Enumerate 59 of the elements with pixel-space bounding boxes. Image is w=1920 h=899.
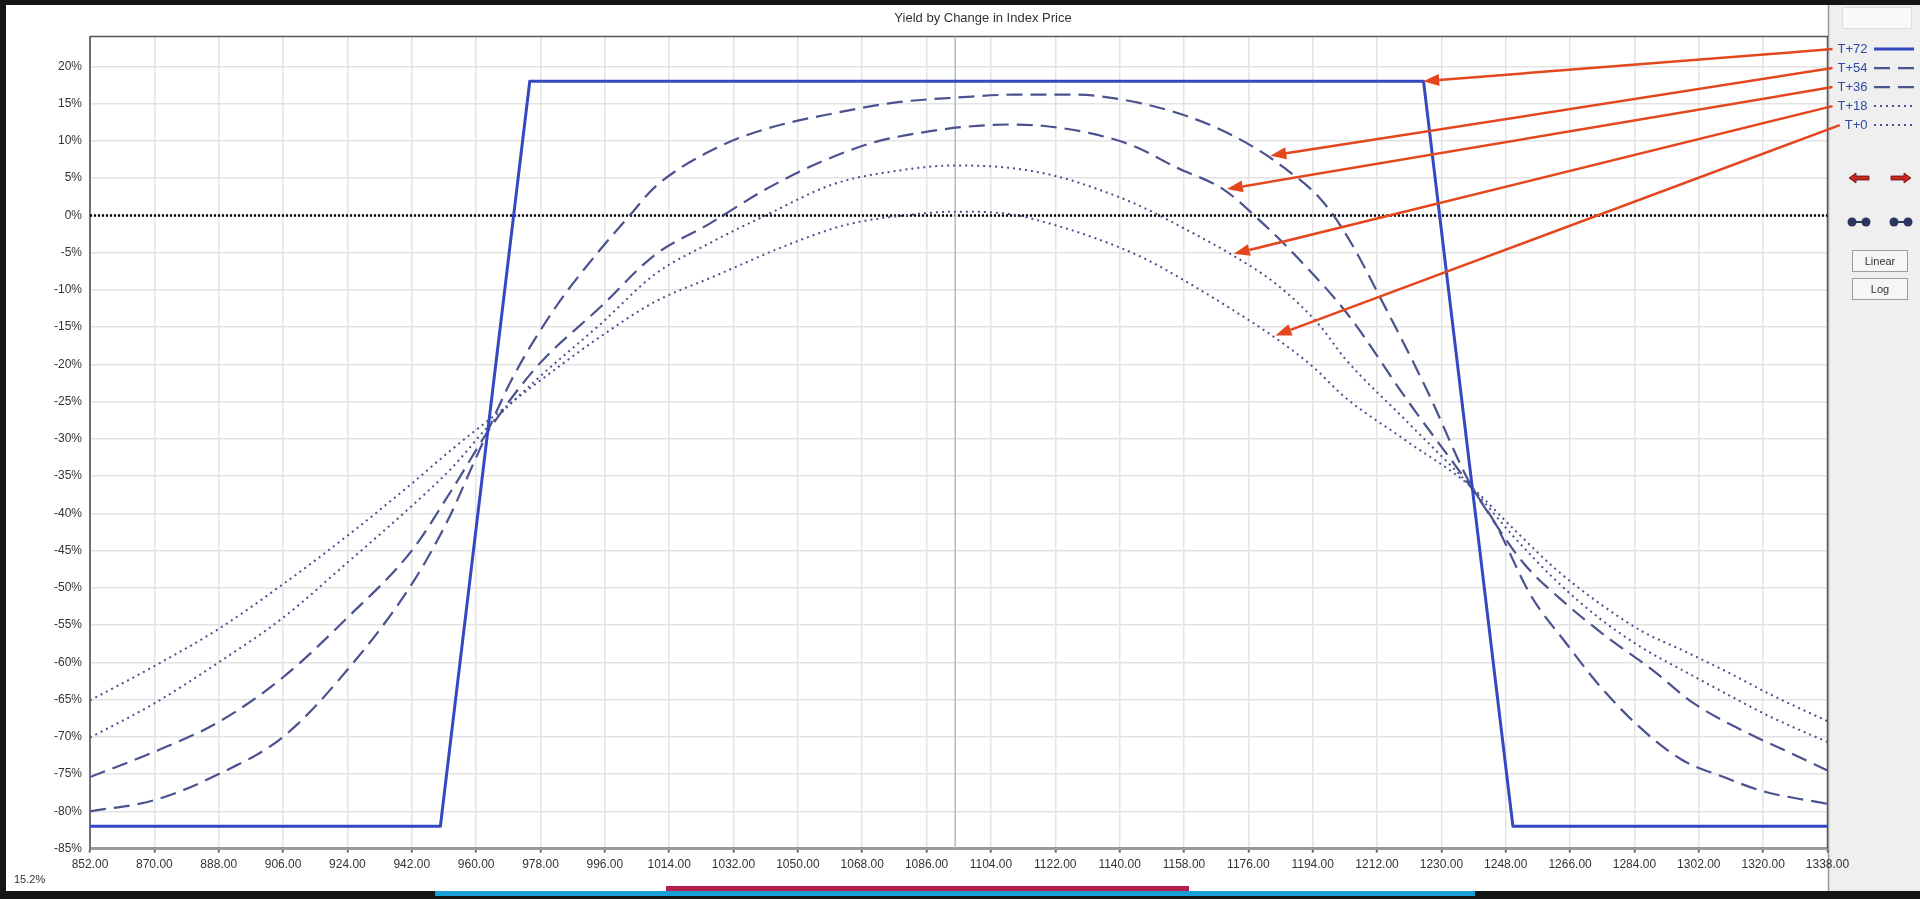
x-tick-label: 1194.00 <box>1291 857 1335 872</box>
y-tick-label: -80% <box>54 803 83 818</box>
y-tick-label: -55% <box>54 617 83 632</box>
y-tick-label: -30% <box>54 431 83 446</box>
x-tick-label: 1068.00 <box>840 857 885 872</box>
x-tick-label: 1302.00 <box>1677 857 1721 872</box>
legend-label: T+0 <box>1844 116 1868 132</box>
x-tick-label: 1284.00 <box>1612 857 1657 872</box>
x-tick-label: 1104.00 <box>969 857 1013 872</box>
x-tick-label: 1122.00 <box>1034 857 1077 872</box>
x-tick-label: 996.00 <box>586 857 624 872</box>
y-tick-label: -85% <box>54 840 83 855</box>
y-tick-label: -40% <box>54 505 83 520</box>
y-tick-label: 0% <box>64 207 83 222</box>
y-tick-label: 5% <box>64 170 83 185</box>
x-tick-label: 1230.00 <box>1419 857 1464 872</box>
y-tick-label: -65% <box>54 691 83 706</box>
x-tick-label: 942.00 <box>393 857 431 872</box>
x-tick-label: 978.00 <box>522 857 560 872</box>
x-tick-label: 1086.00 <box>904 857 949 872</box>
y-tick-label: 15% <box>57 95 83 110</box>
y-tick-label: -5% <box>60 244 83 259</box>
button: Log <box>1852 278 1908 300</box>
y-tick-label: -75% <box>54 766 83 781</box>
legend-label: T+54 <box>1837 59 1868 75</box>
x-tick-label: 1320.00 <box>1741 857 1786 872</box>
y-tick-label: 20% <box>57 58 83 73</box>
x-tick-label: 1050.00 <box>776 857 820 872</box>
x-tick-label: 870.00 <box>136 857 174 872</box>
legend-label: T+18 <box>1837 97 1868 113</box>
x-tick-label: 906.00 <box>264 857 302 872</box>
y-tick-label: -25% <box>54 393 83 408</box>
x-tick-label: 1338.00 <box>1805 857 1850 872</box>
legend-label: T+72 <box>1837 40 1868 56</box>
legend-label: T+36 <box>1837 78 1868 94</box>
x-tick-label: 1014.00 <box>647 857 692 872</box>
y-tick-label: 10% <box>57 133 83 148</box>
y-tick-label: -35% <box>54 468 83 483</box>
text: 15.2% <box>14 873 46 886</box>
y-tick-label: -50% <box>54 580 83 595</box>
x-tick-label: 888.00 <box>200 857 238 872</box>
y-tick-label: -15% <box>54 319 83 334</box>
y-tick-label: -20% <box>54 356 83 371</box>
y-tick-label: -60% <box>54 654 83 669</box>
x-tick-label: 1032.00 <box>711 857 756 872</box>
x-tick-label: 1158.00 <box>1162 857 1206 872</box>
x-tick-label: 924.00 <box>329 857 367 872</box>
x-tick-label: 1212.00 <box>1355 857 1400 872</box>
x-tick-label: 1176.00 <box>1227 857 1270 872</box>
y-tick-label: -45% <box>54 542 83 557</box>
x-tick-label: 1266.00 <box>1548 857 1593 872</box>
button: Linear <box>1852 250 1908 272</box>
x-tick-label: 1248.00 <box>1484 857 1528 872</box>
x-tick-label: 1140.00 <box>1098 857 1142 872</box>
x-tick-label: 852.00 <box>71 857 109 872</box>
x-tick-label: 960.00 <box>457 857 495 872</box>
y-tick-label: -70% <box>54 729 83 744</box>
y-tick-label: -10% <box>54 282 83 297</box>
chart-title: Yield by Change in Index Price <box>894 10 1072 26</box>
